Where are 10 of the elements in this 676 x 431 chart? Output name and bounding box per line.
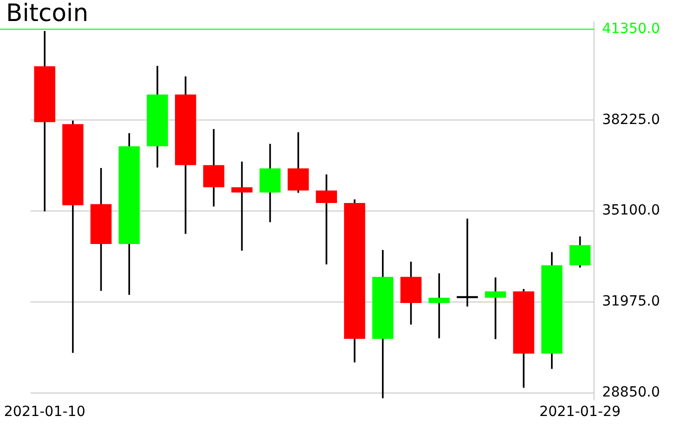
y-tick-label: 28850.0 [602,384,660,401]
candlestick [484,277,506,340]
ref-line-label: 41350.0 [602,20,660,37]
x-tick-label: 2021-01-10 [4,404,86,420]
y-tick-label: 31975.0 [602,294,660,310]
x-tick-label: 2021-01-29 [539,404,621,420]
y-tick-label: 38225.0 [602,112,660,128]
chart-title: Bitcoin [6,0,88,27]
candlestick [316,174,338,264]
y-tick-label: 35100.0 [602,202,660,219]
